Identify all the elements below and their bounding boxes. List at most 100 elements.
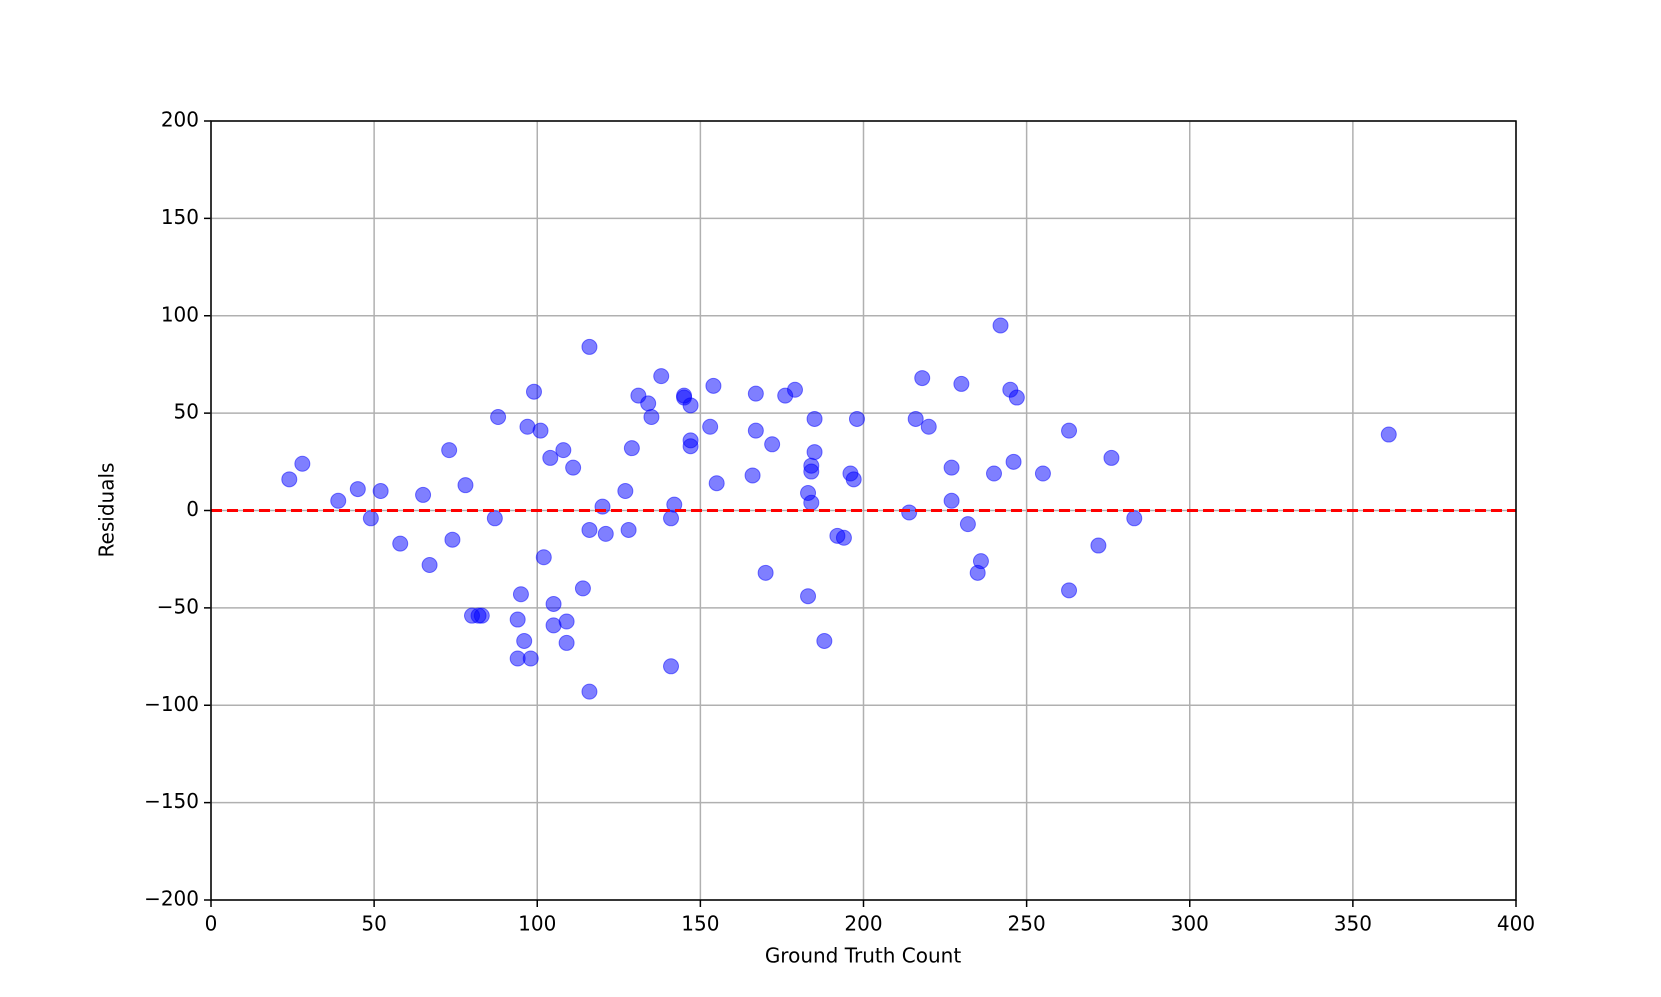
point	[953, 375, 970, 392]
point	[512, 586, 529, 603]
y-tick-label: 200	[161, 108, 199, 132]
point	[943, 492, 960, 509]
point	[294, 455, 311, 472]
point	[803, 463, 820, 480]
point	[800, 588, 817, 605]
x-tick-label: 200	[844, 912, 882, 936]
point	[816, 632, 833, 649]
point	[620, 521, 637, 538]
y-tick-label: −50	[157, 594, 199, 618]
point	[597, 525, 614, 542]
x-tick-label: 50	[361, 912, 386, 936]
point	[1034, 465, 1051, 482]
point	[747, 422, 764, 439]
point	[281, 471, 298, 488]
point	[914, 370, 931, 387]
point	[1005, 453, 1022, 470]
x-tick-label: 350	[1334, 912, 1372, 936]
point	[663, 510, 680, 527]
point	[666, 496, 683, 513]
point	[920, 418, 937, 435]
point	[803, 494, 820, 511]
point	[848, 410, 865, 427]
x-tick-label: 100	[518, 912, 556, 936]
point	[558, 613, 575, 630]
point	[516, 632, 533, 649]
point	[1126, 510, 1143, 527]
y-tick-label: −150	[144, 789, 199, 813]
point	[1061, 582, 1078, 599]
x-tick-label: 250	[1008, 912, 1046, 936]
point	[959, 516, 976, 533]
point	[747, 385, 764, 402]
point	[786, 381, 803, 398]
point	[682, 438, 699, 455]
point	[330, 492, 347, 509]
point	[362, 510, 379, 527]
point	[901, 504, 918, 521]
point	[581, 521, 598, 538]
point	[653, 368, 670, 385]
point	[617, 483, 634, 500]
point	[744, 467, 761, 484]
point	[986, 465, 1002, 482]
point	[532, 422, 549, 439]
point	[509, 611, 526, 628]
point	[835, 529, 852, 546]
point	[1380, 426, 1397, 443]
plot-frame	[210, 120, 1517, 901]
point	[640, 395, 657, 412]
y-tick-label: −200	[144, 887, 199, 911]
point	[1103, 449, 1120, 466]
point	[705, 377, 722, 394]
y-tick-label: 150	[161, 205, 199, 229]
x-tick-label: 150	[681, 912, 719, 936]
point	[525, 383, 542, 400]
point	[1090, 537, 1107, 554]
point	[535, 549, 552, 566]
y-axis-label: Residuals	[95, 463, 119, 558]
point	[708, 475, 725, 492]
point	[1008, 389, 1025, 406]
point	[1061, 422, 1078, 439]
point	[682, 397, 699, 414]
point	[545, 595, 562, 612]
point	[473, 607, 490, 624]
x-axis-label: Ground Truth Count	[765, 944, 962, 968]
point	[907, 410, 924, 427]
point	[457, 477, 474, 494]
point	[555, 442, 572, 459]
y-tick-label: 100	[161, 302, 199, 326]
x-tick-label: 0	[205, 912, 218, 936]
point	[581, 338, 598, 355]
point	[415, 486, 432, 503]
point	[764, 436, 781, 453]
x-tick-label: 400	[1497, 912, 1535, 936]
point	[757, 564, 774, 581]
point	[845, 471, 862, 488]
point	[992, 317, 1009, 334]
point	[702, 418, 719, 435]
point	[372, 483, 389, 500]
y-tick-label: 0	[186, 497, 199, 521]
point	[643, 409, 660, 426]
point	[663, 658, 680, 675]
point	[349, 481, 366, 498]
point	[444, 531, 461, 548]
point	[558, 634, 575, 651]
point	[806, 444, 823, 461]
point	[486, 510, 503, 527]
y-tick-label: 50	[174, 400, 199, 424]
point	[574, 580, 591, 597]
point	[565, 459, 582, 476]
x-tick-label: 300	[1171, 912, 1209, 936]
point	[542, 449, 559, 466]
point	[441, 442, 458, 459]
point	[490, 409, 507, 426]
point	[972, 553, 989, 570]
point	[522, 650, 539, 667]
point	[806, 410, 823, 427]
point	[943, 459, 960, 476]
point	[623, 440, 640, 457]
